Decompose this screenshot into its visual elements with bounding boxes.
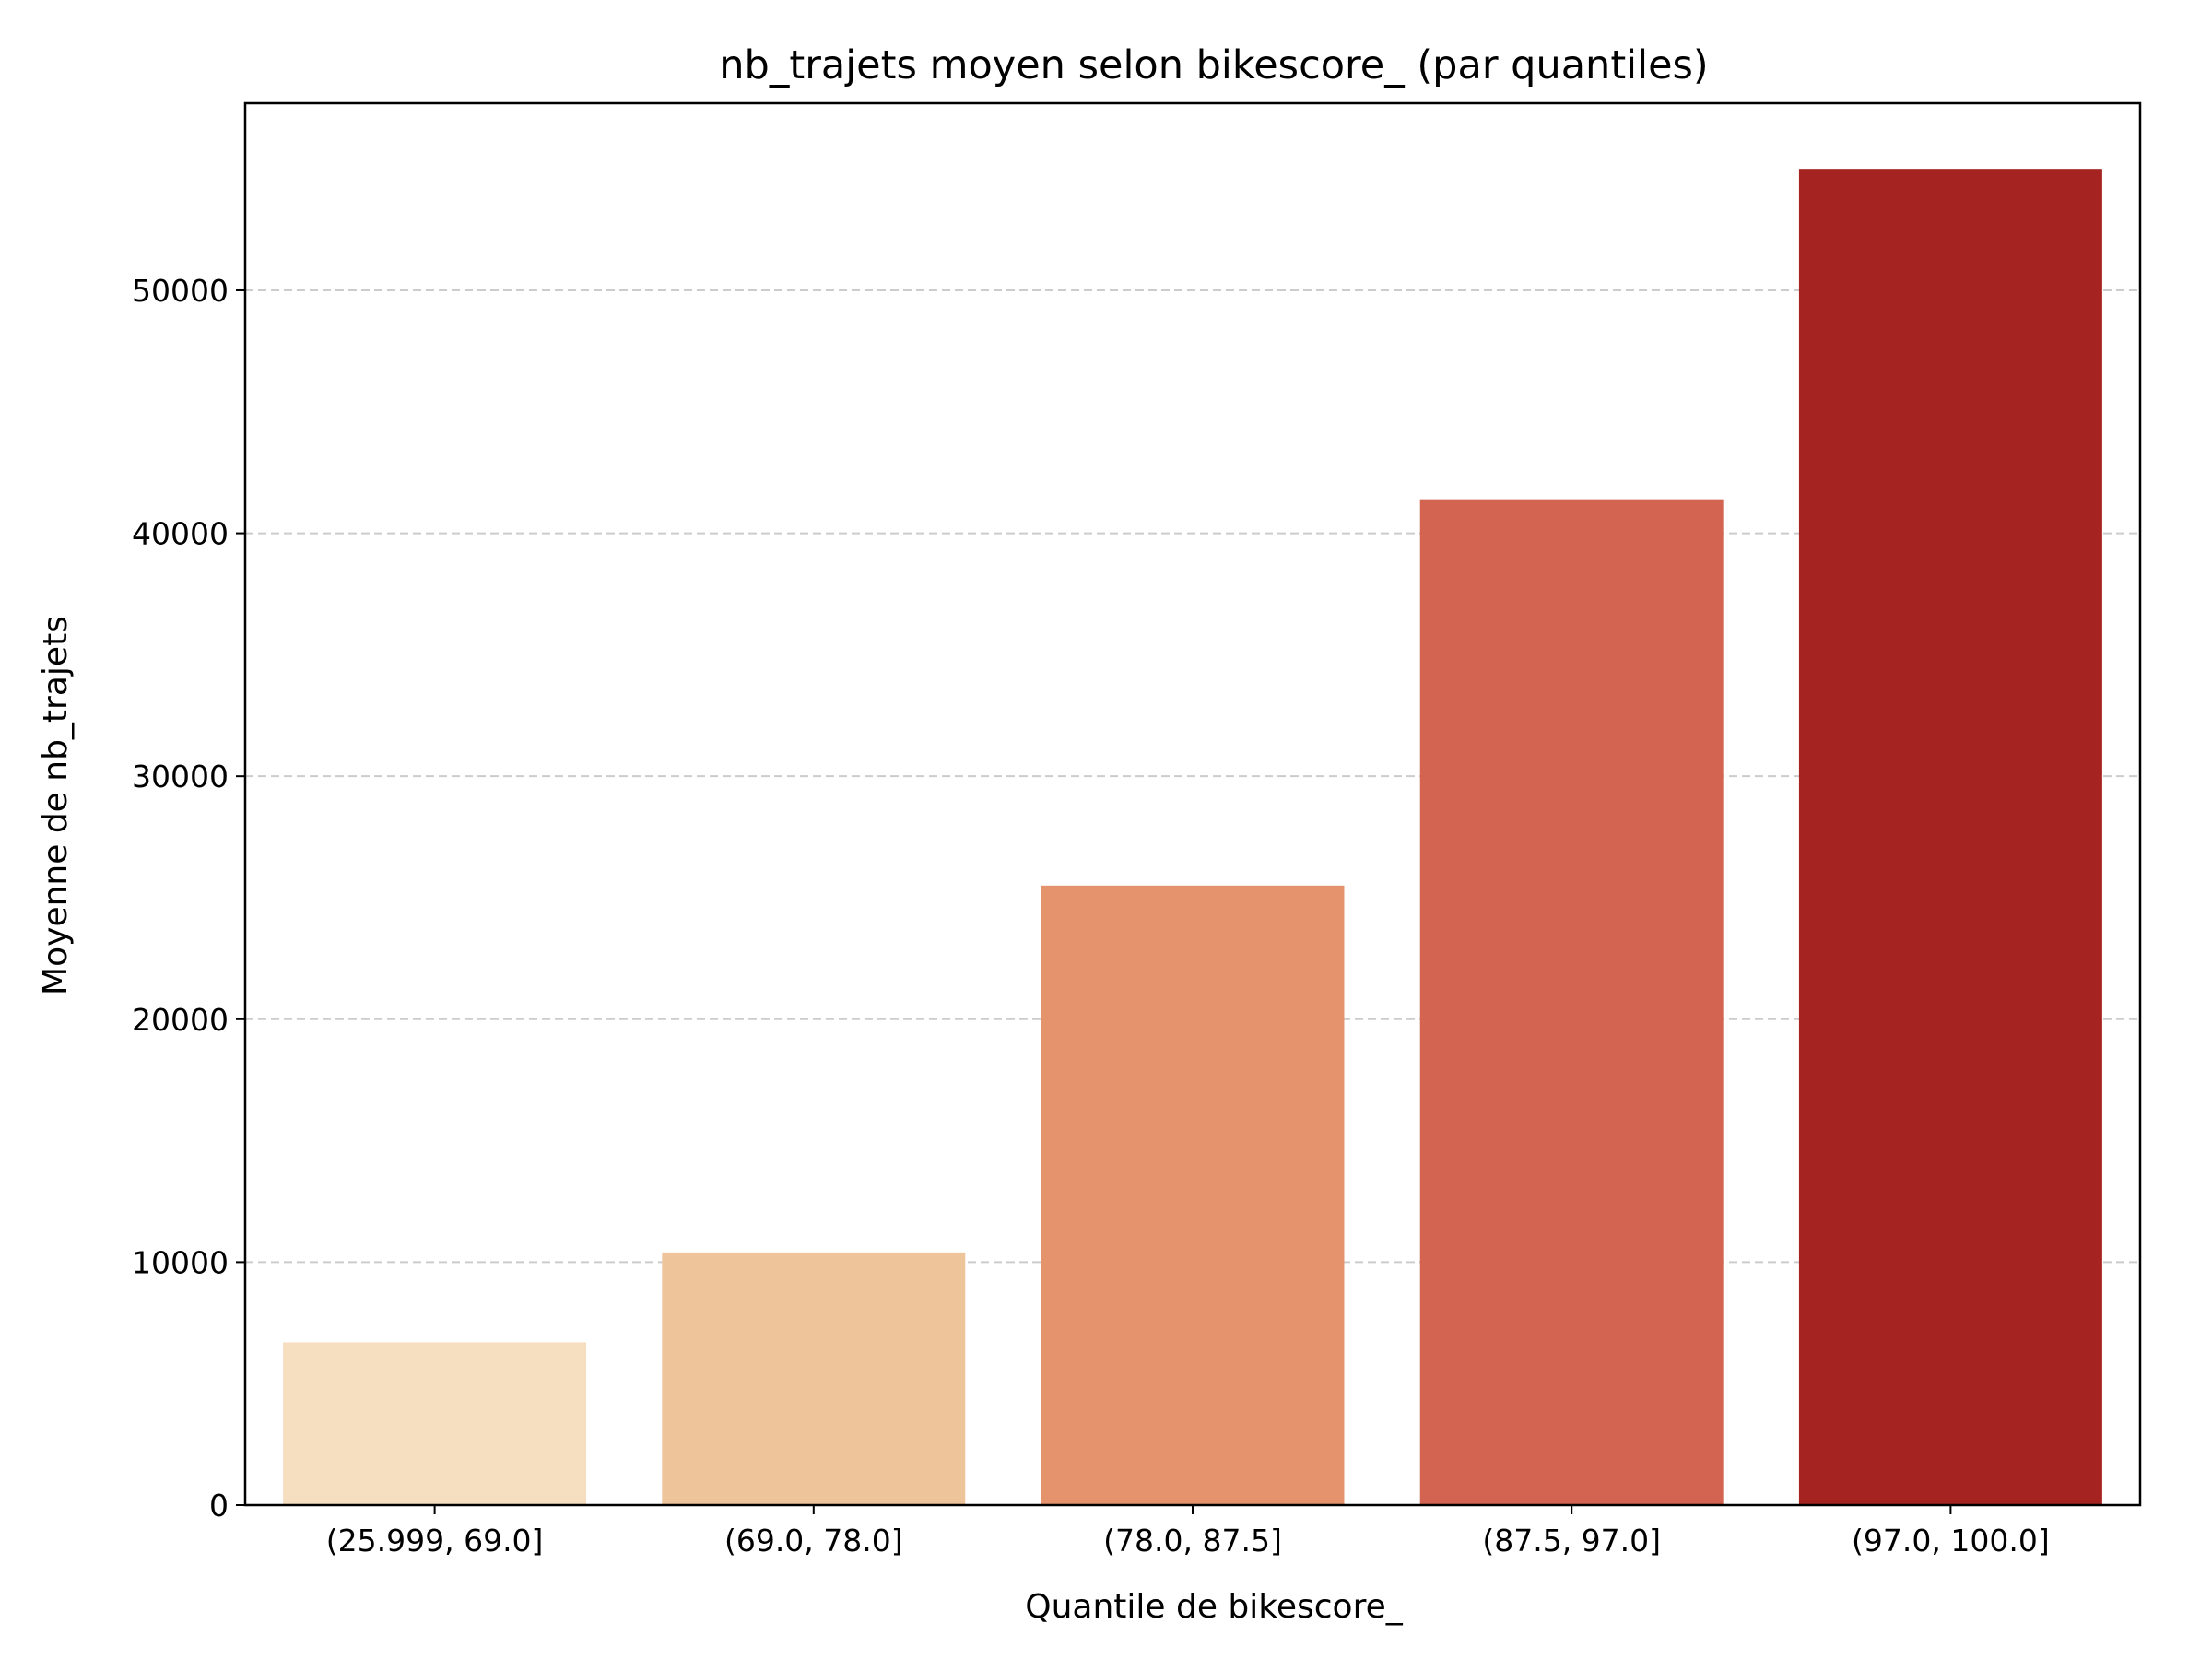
y-axis-title: Moyenne de nb_trajets: [37, 616, 75, 995]
x-axis-title: Quantile de bikescore_: [1025, 1588, 1403, 1626]
bar: [662, 1252, 966, 1505]
x-axis-ticks: (25.999, 69.0] (69.0, 78.0] (78.0, 87.5] (8…: [326, 1505, 2050, 1559]
x-tick-label: (69.0, 78.0]: [724, 1523, 903, 1559]
chart-title: nb_trajets moyen selon bikescore_ (par q…: [719, 42, 1708, 88]
bar: [1419, 499, 1724, 1505]
bar: [1041, 885, 1345, 1505]
y-axis-ticks: 0 10000 20000 30000 40000 50000: [132, 273, 245, 1524]
x-tick-label: (25.999, 69.0]: [326, 1523, 544, 1559]
y-tick-label: 0: [209, 1488, 229, 1524]
bars: [283, 169, 2102, 1505]
y-tick-label: 30000: [132, 759, 229, 794]
y-tick-label: 50000: [132, 273, 229, 309]
x-tick-label: (97.0, 100.0]: [1852, 1523, 2050, 1559]
bar: [1798, 169, 2102, 1505]
y-tick-label: 20000: [132, 1002, 229, 1038]
y-tick-label: 10000: [132, 1244, 229, 1280]
x-tick-label: (87.5, 97.0]: [1482, 1523, 1661, 1559]
x-tick-label: (78.0, 87.5]: [1103, 1523, 1282, 1559]
y-tick-label: 40000: [132, 516, 229, 552]
bar: [283, 1342, 587, 1505]
